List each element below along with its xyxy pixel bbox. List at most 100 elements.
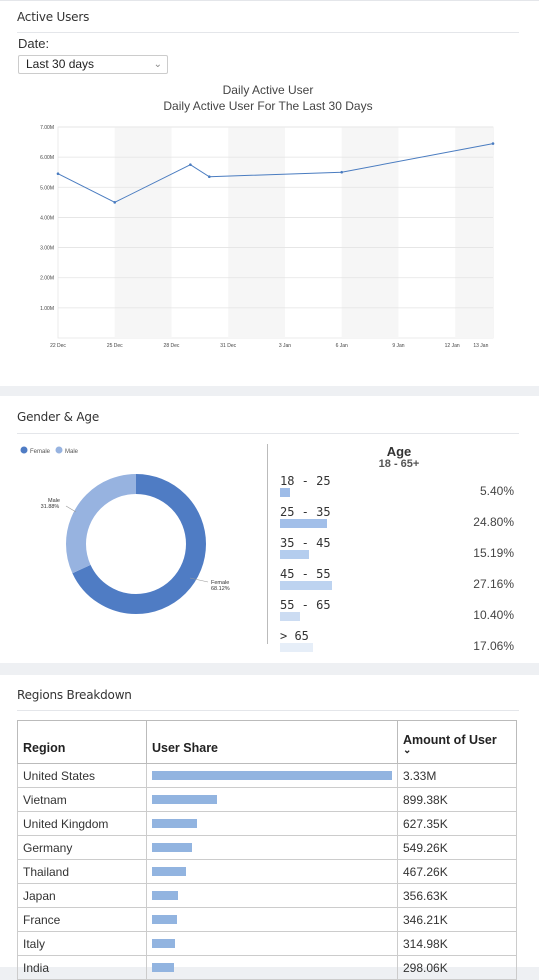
table-header-row: Region User Share Amount of User ⌄ [17,720,517,764]
age-range-label: 18 - 25 [280,474,331,488]
age-subtitle: 18 - 65+ [378,458,420,470]
x-tick-label: 25 Dec [107,343,123,349]
age-bar [280,643,313,652]
user-amount: 314.98K [397,931,517,956]
age-percentage: 10.40% [473,608,514,622]
age-range-label: 45 - 55 [280,567,331,581]
series-line [57,143,494,203]
table-row: Germany 549.26K [17,835,517,860]
alternating-band [228,127,285,338]
legend-female-label: Female [30,449,51,455]
user-amount: 346.21K [397,907,517,932]
y-tick-label: 7.00M [40,125,54,131]
user-share-cell [146,835,398,860]
region-name: United Kingdom [17,811,147,836]
x-tick-label: 13 Jan [473,343,488,349]
region-name: Vietnam [17,787,147,812]
age-row: 45 - 55 27.16% [280,567,520,597]
age-percentage: 5.40% [479,484,514,498]
alternating-band [114,127,172,338]
age-row: 18 - 25 5.40% [280,474,520,504]
table-row: Japan 356.63K [17,883,517,908]
age-bar [280,581,332,590]
date-range-select[interactable]: Last 30 days ⌄ [18,55,168,74]
age-bar [280,550,310,559]
x-tick-label: 31 Dec [220,343,236,349]
data-point [56,172,60,176]
age-row: 35 - 45 15.19% [280,536,520,566]
sort-chevron-icon[interactable]: ⌄ [403,745,412,756]
age-title: Age [386,444,412,459]
user-amount: 298.06K [397,955,517,980]
active-users-title: Active Users [17,10,90,24]
age-percentage: 17.06% [473,639,514,653]
table-row: Italy 314.98K [17,931,517,956]
user-share-bar [152,867,186,876]
user-share-cell [146,811,398,836]
age-bar [280,612,300,621]
y-tick-label: 1.00M [40,306,54,312]
female-slice-label: Female [211,580,229,586]
x-tick-label: 12 Jan [445,343,460,349]
age-row: 55 - 65 10.40% [280,598,520,628]
user-share-cell [146,955,398,980]
age-range-label: 55 - 65 [280,598,331,612]
alternating-band [455,127,493,338]
table-row: United States 3.33M [17,763,517,788]
table-row: France 346.21K [17,907,517,932]
gender-donut-chart: Female Male Male 31.88% Female 68.12% [20,446,230,614]
table-row: India 298.06K [17,955,517,980]
female-slice-pct: 68.12% [211,586,230,592]
column-header-user-share[interactable]: User Share [146,720,398,764]
divider [17,710,519,711]
male-slice-pct: 31.88% [41,504,60,510]
user-share-cell [146,859,398,884]
user-share-bar [152,963,174,972]
table-row: United Kingdom 627.35K [17,811,517,836]
legend-female-dot [20,446,28,454]
table-row: Vietnam 899.38K [17,787,517,812]
user-share-cell [146,907,398,932]
user-share-bar [152,891,178,900]
user-amount: 3.33M [397,763,517,788]
regions-table: Region User Share Amount of User ⌄ United… [17,720,517,980]
region-name: Germany [17,835,147,860]
chart-subtitle: Daily Active User For The Last 30 Days [163,99,372,113]
region-name: India [17,955,147,980]
user-share-bar [152,795,217,804]
region-name: United States [17,763,147,788]
column-header-region[interactable]: Region [17,720,147,764]
date-label: Date: [18,36,50,51]
data-point [491,142,495,145]
user-amount: 627.35K [397,811,517,836]
region-name: France [17,907,147,932]
user-share-cell [146,931,398,956]
x-tick-label: 9 Jan [392,343,404,349]
gender-age-title: Gender & Age [17,410,100,424]
age-percentage: 27.16% [473,577,514,591]
chart-title: Daily Active User [223,83,314,97]
x-tick-label: 22 Dec [50,343,66,349]
user-amount: 549.26K [397,835,517,860]
y-tick-label: 2.00M [40,276,54,282]
age-range-label: 25 - 35 [280,505,331,519]
user-share-bar [152,819,198,828]
y-tick-label: 4.00M [40,215,54,221]
age-range-label: > 65 [280,629,309,643]
vertical-divider [267,444,268,644]
user-share-bar [152,939,175,948]
data-point [208,175,211,179]
y-tick-label: 6.00M [40,155,54,161]
chevron-down-icon: ⌄ [153,59,162,70]
user-share-cell [146,787,398,812]
legend-male-dot [55,446,63,454]
x-tick-label: 6 Jan [336,343,348,349]
data-point [113,201,117,204]
user-share-cell [146,883,398,908]
column-header-amount[interactable]: Amount of User ⌄ [397,720,517,764]
legend-male-label: Male [65,449,79,455]
y-tick-label: 5.00M [40,185,54,191]
divider [17,433,519,434]
age-row: > 65 17.06% [280,629,520,659]
user-share-cell [146,763,398,788]
